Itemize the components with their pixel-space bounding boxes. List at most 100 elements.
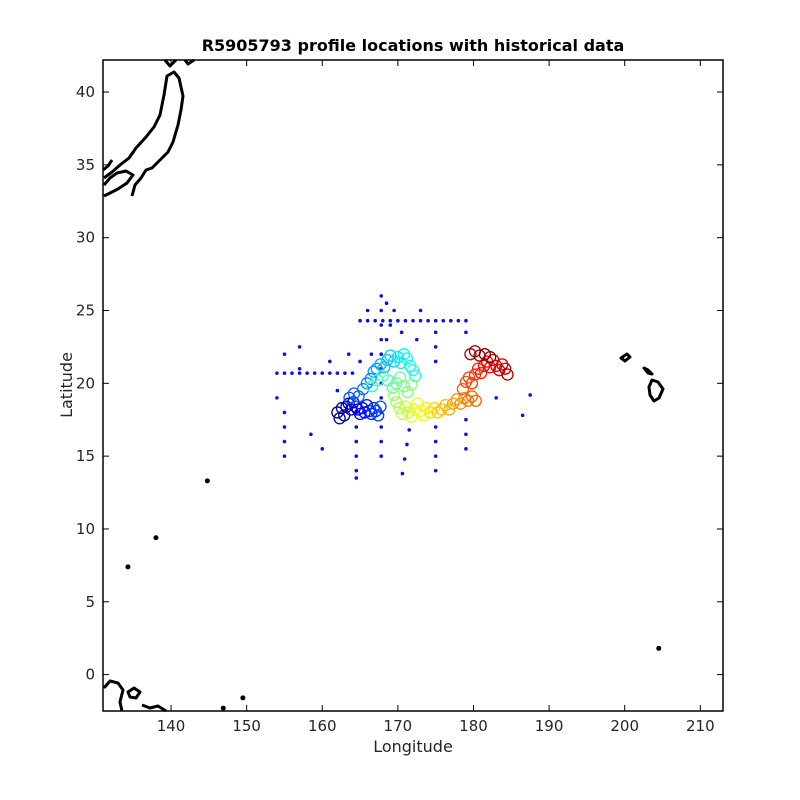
y-tick-label: 20	[76, 374, 95, 392]
island	[240, 695, 246, 701]
profile-marker	[483, 361, 497, 374]
y-axis-ticks: 0 5 10 15 20 25 30 35 40	[76, 83, 723, 684]
y-tick-label: 35	[76, 156, 95, 174]
historical-point	[354, 476, 359, 480]
historical-point	[328, 359, 332, 364]
historical-point	[418, 318, 423, 323]
historical-point	[346, 352, 351, 356]
historical-point	[305, 371, 309, 375]
coastline	[102, 159, 114, 172]
historical-point	[433, 345, 438, 349]
historical-point	[358, 318, 362, 323]
x-tick-label: 160	[308, 717, 337, 735]
y-tick-label: 30	[76, 229, 95, 247]
historical-point	[379, 337, 384, 342]
historical-point	[433, 425, 438, 429]
x-axis-label: Longitude	[373, 737, 453, 756]
profile-marker	[499, 362, 512, 375]
historical-point	[354, 439, 359, 444]
historical-point	[405, 442, 409, 447]
coastline	[642, 366, 654, 376]
historical-point	[433, 468, 438, 473]
x-axis-ticks: 140 150 160 170 180 190 200 210	[157, 60, 715, 735]
historical-point	[379, 425, 384, 429]
historical-point	[290, 371, 294, 375]
coastline	[163, 58, 178, 68]
profile-marker	[396, 407, 409, 421]
historical-point	[297, 345, 302, 349]
historical-point	[403, 318, 408, 323]
chart-title: R5905793 profile locations with historic…	[202, 36, 625, 55]
historical-point	[343, 371, 347, 375]
historical-data-points	[275, 294, 532, 480]
plot-frame	[102, 59, 724, 712]
profile-marker	[408, 403, 421, 416]
historical-point	[309, 432, 313, 437]
profile-marker	[394, 356, 408, 370]
historical-point	[426, 318, 430, 323]
coastline	[126, 686, 142, 700]
historical-point	[433, 318, 438, 323]
historical-point	[350, 371, 355, 375]
y-tick-label: 0	[85, 666, 95, 684]
profile-marker	[364, 372, 377, 386]
coastline	[141, 703, 167, 713]
coastline	[619, 352, 632, 363]
profile-marker	[465, 390, 479, 403]
historical-point	[400, 471, 405, 476]
historical-point	[282, 352, 287, 356]
historical-point	[379, 308, 384, 313]
historical-point	[384, 337, 389, 342]
historical-point	[335, 388, 340, 393]
coastline	[102, 169, 135, 198]
historical-point	[328, 371, 332, 375]
historical-point	[464, 447, 468, 451]
profile-marker	[420, 401, 433, 415]
island	[153, 535, 159, 541]
historical-point	[282, 371, 287, 375]
historical-point	[433, 359, 438, 364]
historical-point	[379, 454, 384, 458]
coastline	[183, 58, 195, 66]
y-tick-label: 15	[76, 447, 95, 465]
historical-point	[379, 352, 384, 356]
historical-point	[282, 425, 287, 429]
historical-point	[379, 323, 384, 327]
historical-point	[464, 432, 468, 437]
profile-marker	[331, 406, 344, 419]
profile-location-markers	[331, 345, 514, 425]
historical-point	[494, 396, 498, 400]
profile-marker	[428, 401, 441, 415]
profile-marker	[399, 400, 412, 413]
profile-marker	[343, 391, 356, 405]
historical-point	[320, 447, 325, 451]
historical-point	[449, 318, 453, 323]
island	[204, 478, 210, 484]
historical-point	[456, 318, 461, 323]
y-tick-label: 5	[85, 593, 95, 611]
historical-point	[365, 318, 370, 323]
profile-marker	[401, 385, 414, 399]
profile-marker	[456, 382, 470, 396]
historical-point	[320, 371, 325, 375]
profile-marker	[431, 406, 445, 419]
historical-point	[282, 439, 287, 444]
y-tick-label: 40	[76, 83, 95, 101]
historical-point	[312, 371, 317, 375]
profile-marker	[387, 355, 401, 368]
y-tick-label: 10	[76, 520, 95, 538]
profile-marker	[387, 388, 401, 402]
historical-point	[433, 439, 438, 444]
profile-marker	[468, 368, 482, 381]
historical-point	[354, 454, 359, 458]
historical-point	[335, 371, 340, 375]
historical-point	[528, 393, 532, 397]
profile-marker	[462, 394, 475, 407]
profile-marker	[474, 366, 488, 380]
historical-point	[411, 318, 415, 323]
historical-point	[358, 359, 362, 364]
profile-marker	[374, 400, 387, 413]
profile-marker	[400, 352, 414, 365]
historical-point	[388, 318, 393, 323]
